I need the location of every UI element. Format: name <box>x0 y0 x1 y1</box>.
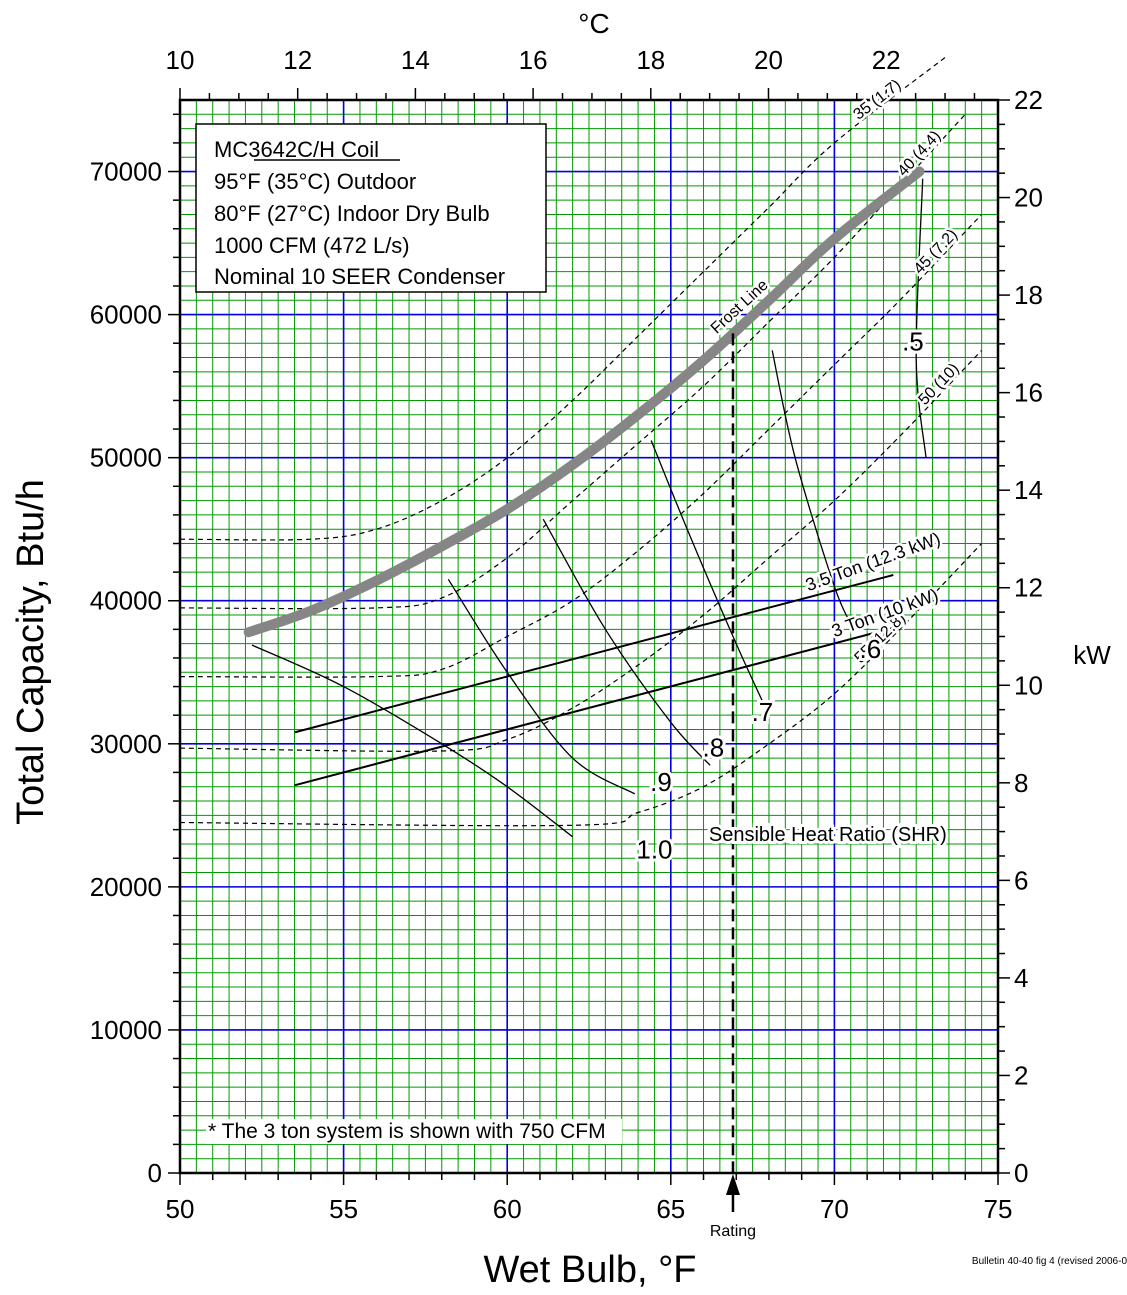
x-tick-label: 70 <box>820 1194 849 1224</box>
shr-curve <box>251 644 573 838</box>
y2-tick-label: 10 <box>1014 670 1043 700</box>
info-box-line-2: 95°F (35°C) Outdoor <box>214 169 416 194</box>
evap-curve <box>179 543 983 827</box>
shr-curve-label: 1.0 <box>636 834 672 864</box>
y2-tick-label: 12 <box>1014 573 1043 603</box>
x-axis-title: Wet Bulb, °F <box>483 1249 696 1291</box>
shr-curve <box>447 578 636 795</box>
y-tick-label: 50000 <box>90 443 162 473</box>
evap-curve <box>179 349 983 752</box>
x-tick-label: 75 <box>984 1194 1013 1224</box>
shr-curve <box>542 518 711 766</box>
info-box-line-5: Nominal 10 SEER Condenser <box>214 264 505 289</box>
shr-title: Sensible Heat Ratio (SHR) <box>709 824 947 846</box>
rating-arrow <box>725 1174 740 1195</box>
y2-axis-title: kW <box>1073 640 1111 670</box>
y2-tick-label: 4 <box>1014 963 1028 993</box>
x-tick-label: 60 <box>493 1194 522 1224</box>
shr-curve-label: .6 <box>860 634 882 664</box>
x2-tick-label: 10 <box>166 45 195 75</box>
y2-tick-label: 18 <box>1014 280 1043 310</box>
shr-curve <box>915 178 927 458</box>
info-box-line-4: 1000 CFM (472 L/s) <box>214 233 410 258</box>
y2-tick-label: 8 <box>1014 768 1028 798</box>
x2-tick-label: 14 <box>401 45 430 75</box>
x2-tick-label: 18 <box>636 45 665 75</box>
bulletin-note: Bulletin 40-40 fig 4 (revised 2006-0 <box>972 1256 1127 1267</box>
y2-tick-label: 16 <box>1014 378 1043 408</box>
y2-tick-label: 14 <box>1014 475 1043 505</box>
y2-tick-label: 2 <box>1014 1060 1028 1090</box>
evap-curve <box>179 56 946 541</box>
x-tick-label: 65 <box>656 1194 685 1224</box>
shr-curve-label: .8 <box>702 733 724 763</box>
x2-tick-label: 12 <box>283 45 312 75</box>
y-tick-label: 30000 <box>90 729 162 759</box>
y-tick-label: 0 <box>148 1158 162 1188</box>
shr-curve-label: .5 <box>902 326 924 356</box>
rating-label: Rating <box>710 1223 756 1240</box>
rating-marker: Rating <box>710 1174 756 1240</box>
evap-curve <box>179 214 983 678</box>
footnote: * The 3 ton system is shown with 750 CFM <box>208 1120 606 1143</box>
x2-axis-title: °C <box>578 8 609 39</box>
y-axis-title: Total Capacity, Btu/h <box>10 479 52 825</box>
y2-tick-label: 0 <box>1014 1158 1028 1188</box>
y-tick-label: 20000 <box>90 872 162 902</box>
y2-tick-label: 22 <box>1014 85 1043 115</box>
y-tick-label: 40000 <box>90 586 162 616</box>
y2-tick-label: 6 <box>1014 865 1028 895</box>
y-tick-label: 60000 <box>90 300 162 330</box>
frost-line <box>243 166 925 638</box>
info-box: MC3642C/H Coil 95°F (35°C) Outdoor 80°F … <box>195 123 547 293</box>
x-tick-label: 50 <box>166 1194 195 1224</box>
x2-tick-label: 22 <box>872 45 901 75</box>
shr-curve <box>771 350 855 630</box>
y-tick-label: 10000 <box>90 1015 162 1045</box>
info-box-line-3: 80°F (27°C) Indoor Dry Bulb <box>214 201 490 226</box>
shr-curve-label: .7 <box>752 697 774 727</box>
x-tick-label: 55 <box>329 1194 358 1224</box>
x2-tick-label: 16 <box>519 45 548 75</box>
system-line <box>294 626 894 787</box>
shr-curve-label: .9 <box>650 767 672 797</box>
y-tick-label: 70000 <box>90 157 162 187</box>
x2-tick-label: 20 <box>754 45 783 75</box>
info-box-line-1: MC3642C/H Coil <box>214 137 379 162</box>
y2-tick-label: 20 <box>1014 183 1043 213</box>
shr-curve <box>650 440 770 716</box>
footnote-box: * The 3 ton system is shown with 750 CFM <box>206 1119 622 1144</box>
system-line <box>294 574 894 734</box>
